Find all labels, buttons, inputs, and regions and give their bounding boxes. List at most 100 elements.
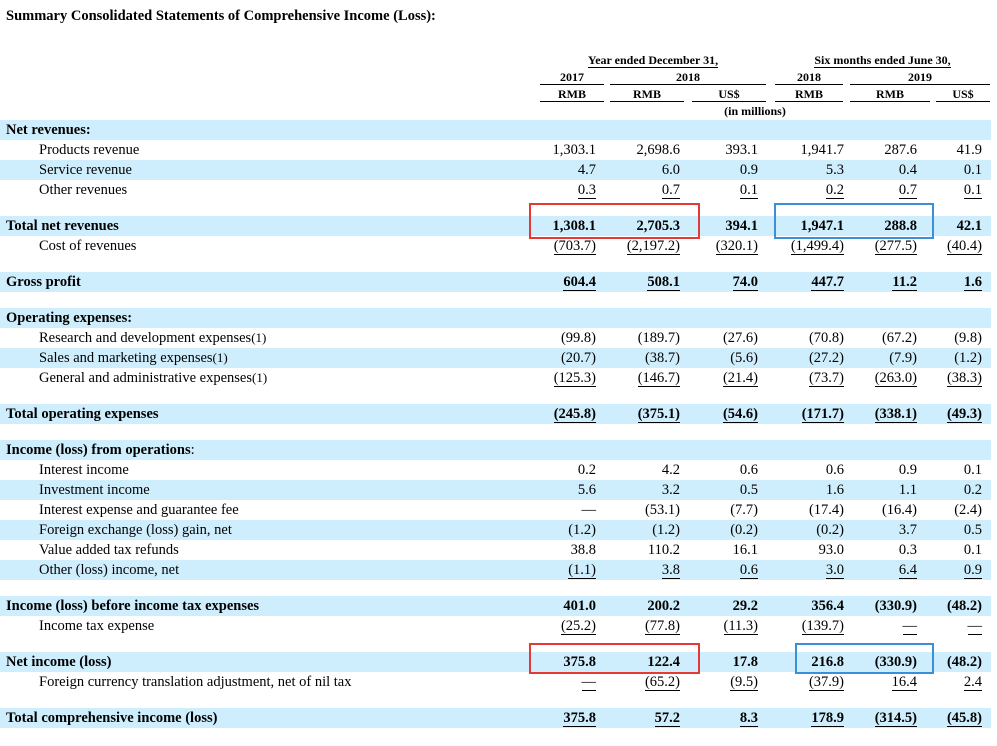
cell-value: (2.4) [954,502,982,518]
table-cell: 11.2 [837,272,917,292]
page-title: Summary Consolidated Statements of Compr… [6,8,436,24]
row-label: Total comprehensive income (loss) [6,708,217,728]
header-cur-4: RMB [775,87,843,102]
cell-value: (38.7) [644,350,680,366]
cell-value: (37.9) [808,674,844,691]
table-row: Operating expenses: [0,308,991,328]
header-year-2018b: 2018 [775,70,843,85]
table-row: Foreign exchange (loss) gain, net (1.2) (1… [0,520,991,540]
table-cell: 3.7 [837,520,917,540]
table-cell: 287.6 [837,140,917,160]
table-cell: 0.6 [678,460,758,480]
row-label: Value added tax refunds [39,540,179,560]
cell-value: 2.4 [963,674,982,691]
cell-value: 4.7 [577,162,596,178]
cell-value: 216.8 [811,654,844,670]
cell-value: 0.2 [825,182,844,199]
row-label: Investment income [39,480,150,500]
table-cell: (7.7) [678,500,758,520]
table-cell: 16.4 [837,672,917,692]
table-cell: 5.3 [764,160,844,180]
row-label-text: Foreign currency translation adjustment,… [39,674,352,690]
table-cell: 5.6 [516,480,596,500]
header-year-2017: 2017 [540,70,604,85]
table-cell: 29.2 [678,596,758,616]
cell-value: (330.9) [874,654,917,670]
table-row: Net income (loss) 375.8 122.4 17.8 216.8 (330… [0,652,991,672]
table-cell: 200.2 [600,596,680,616]
table-cell: (320.1) [678,236,758,256]
cell-value: 1,941.7 [800,142,845,158]
cell-value: 0.1 [739,182,758,199]
table-cell: (2,197.2) [600,236,680,256]
table-row: Research and development expenses(1) (99.… [0,328,991,348]
cell-value: 375.8 [563,710,596,727]
table-cell: 3.2 [600,480,680,500]
cell-value: 401.0 [563,598,596,614]
table-cell: (1.2) [902,348,982,368]
table-row: Other revenues 0.3 0.7 0.1 0.2 0.7 0.1 [0,180,991,200]
table-cell: 508.1 [600,272,680,292]
row-label: Income (loss) from operations: [6,440,195,460]
table-cell: (0.2) [678,520,758,540]
row-label-text: Operating expenses: [6,310,133,326]
table-row: Net revenues: [0,120,991,140]
row-label-text: Gross profit [6,274,81,290]
cell-value: 122.4 [647,654,680,670]
table-cell: (245.8) [516,404,596,424]
table-cell: 1,303.1 [516,140,597,160]
cell-value: 2,705.3 [636,218,681,234]
cell-value: 16.1 [732,542,758,558]
row-label-text: Research and development expenses [39,330,252,346]
table-cell: (40.4) [902,236,982,256]
highlight-box-red-net-income [529,643,700,674]
table-row: Other (loss) income, net (1.1) 3.8 0.6 3.0 6.… [0,560,991,580]
table-row: General and administrative expenses(1) (1… [0,368,991,388]
table-cell: 1.6 [764,480,844,500]
cell-value: (9.8) [954,330,982,346]
row-label-text: Other (loss) income, net [39,562,180,578]
row-label-text: Interest expense and guarantee fee [39,502,239,518]
table-cell: 2.4 [902,672,982,692]
table-cell: (1.2) [516,520,596,540]
row-label: Net income (loss) [6,652,112,672]
cell-value: (330.9) [874,598,917,614]
table-cell: (21.4) [678,368,758,388]
cell-value: 604.4 [563,274,596,291]
row-label-text: Net income (loss) [6,654,112,670]
table-cell: 375.8 [516,652,596,672]
row-label: Other (loss) income, net [39,560,179,580]
cell-value: 0.9 [739,162,758,178]
cell-value: 74.0 [732,274,758,291]
cell-value: — [581,674,596,691]
table-cell: (5.6) [678,348,758,368]
cell-value: (77.8) [644,618,680,635]
table-cell: 447.7 [764,272,844,292]
cell-value: (17.4) [808,502,844,518]
table-cell: (53.1) [600,500,680,520]
cell-value: (40.4) [946,238,982,255]
table-row: Investment income 5.6 3.2 0.5 1.6 1.1 0.2 [0,480,991,500]
table-cell: 356.4 [764,596,844,616]
table-cell: (139.7) [764,616,844,636]
table-cell: 0.2 [902,480,982,500]
table-cell: (27.6) [678,328,758,348]
table-cell: (27.2) [764,348,844,368]
cell-value: 0.7 [898,182,917,199]
table-cell: 0.2 [764,180,844,200]
cell-value: (67.2) [881,330,917,346]
table-cell: 3.0 [764,560,844,580]
cell-value: 0.1 [963,462,982,478]
table-cell: (49.3) [902,404,982,424]
table-cell: (7.9) [837,348,917,368]
table-cell: 0.3 [516,180,596,200]
cell-value: (277.5) [874,238,917,255]
table-cell: (263.0) [837,368,917,388]
table-cell: 6.4 [837,560,917,580]
row-label: Sales and marketing expenses(1) [39,348,228,368]
cell-value: (48.2) [946,598,982,614]
cell-value: (53.1) [644,502,680,518]
row-label: Total net revenues [6,216,119,236]
cell-value: 375.8 [563,654,596,670]
table-cell: (67.2) [837,328,917,348]
